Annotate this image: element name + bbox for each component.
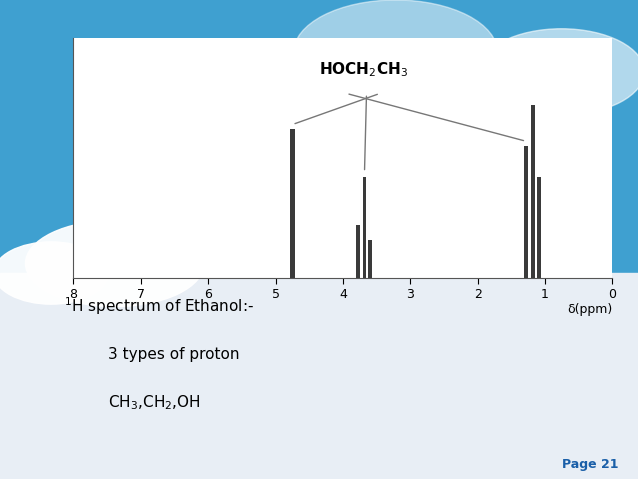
Bar	[368, 240, 372, 278]
Text: Proton NMR spectra of Ethanol:-: Proton NMR spectra of Ethanol:-	[83, 38, 464, 58]
Bar	[290, 129, 295, 278]
Bar	[0, 273, 638, 479]
Bar	[524, 146, 528, 278]
Bar	[531, 105, 535, 278]
Ellipse shape	[478, 29, 638, 115]
Text: 3 types of proton: 3 types of proton	[108, 347, 240, 362]
Ellipse shape	[26, 220, 204, 307]
Bar	[356, 225, 360, 278]
Text: Page 21: Page 21	[562, 458, 619, 471]
Ellipse shape	[293, 0, 498, 105]
Bar	[537, 177, 541, 278]
X-axis label: δ(ppm): δ(ppm)	[567, 303, 612, 316]
Text: $^{1}$H spectrum of Ethanol:-: $^{1}$H spectrum of Ethanol:-	[64, 296, 254, 318]
Text: HOCH$_2$CH$_3$: HOCH$_2$CH$_3$	[318, 60, 408, 79]
Text: CH$_{3}$,CH$_{2}$,OH: CH$_{3}$,CH$_{2}$,OH	[108, 393, 201, 412]
Bar	[362, 177, 366, 278]
Bar	[0, 0, 638, 287]
Ellipse shape	[0, 242, 108, 304]
